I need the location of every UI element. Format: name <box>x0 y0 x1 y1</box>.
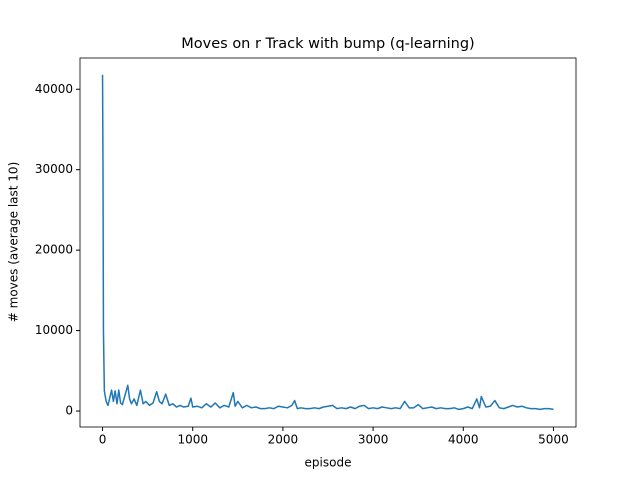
y-tick-label: 40000 <box>35 82 73 96</box>
x-tick-label: 5000 <box>538 433 569 447</box>
data-line <box>101 74 554 411</box>
y-axis-label: # moves (average last 10) <box>7 162 21 322</box>
x-tick-label: 1000 <box>177 433 208 447</box>
chart-title: Moves on r Track with bump (q-learning) <box>181 36 474 52</box>
x-tick-label: 4000 <box>448 433 479 447</box>
plot-frame <box>79 57 577 428</box>
x-tick-label: 0 <box>99 433 107 447</box>
y-tick-label: 30000 <box>35 162 73 176</box>
x-tick-label: 3000 <box>358 433 389 447</box>
x-axis-label: episode <box>305 456 352 470</box>
y-tick-label: 20000 <box>35 243 73 257</box>
y-tick-label: 0 <box>65 404 73 418</box>
x-tick-label: 2000 <box>268 433 299 447</box>
y-tick-label: 10000 <box>35 323 73 337</box>
